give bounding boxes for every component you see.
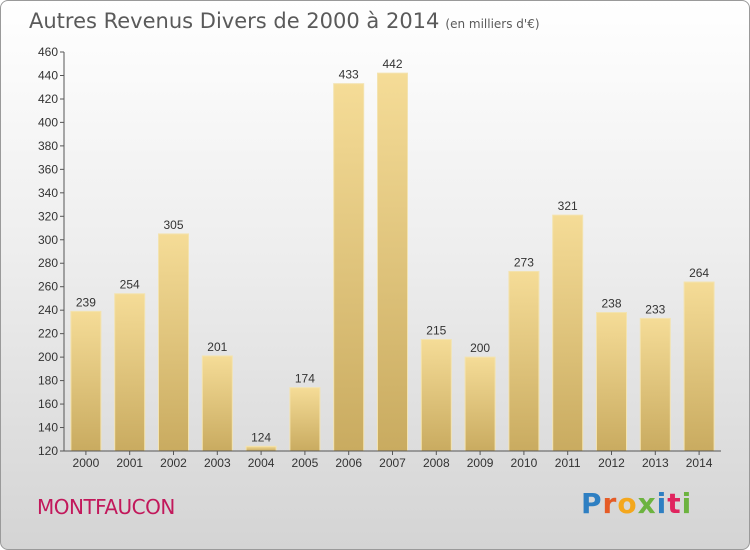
y-axis: 120 140 160 180 200 220 240 260 280 300 320 340 360 3… [38,45,65,458]
data-label-2010: 273 [514,255,534,269]
data-label-2011: 321 [558,199,578,213]
y-tick-label: 220 [38,327,58,341]
data-label-2008: 215 [426,324,446,338]
data-label-2004: 124 [251,430,271,444]
proxiti-logo: Proxiti [581,487,692,520]
x-tick-label-2000: 2000 [73,456,100,470]
x-tick-label-2008: 2008 [423,456,450,470]
data-label-2003: 201 [207,340,227,354]
data-label-2001: 254 [120,278,140,292]
logo-letter: o [617,487,638,520]
x-tick-label-2012: 2012 [598,456,625,470]
y-tick-label: 240 [38,303,58,317]
bar-2004 [245,445,277,452]
y-tick-label: 140 [38,421,58,435]
x-tick-label-2007: 2007 [379,456,406,470]
bar-2009 [464,356,496,452]
data-label-2002: 305 [163,218,183,232]
x-tick-label-2001: 2001 [116,456,143,470]
bar-2007 [377,72,408,452]
bar-2014 [683,281,715,452]
bar-2010 [508,270,540,452]
y-tick-label: 200 [38,350,58,364]
y-tick-label: 440 [38,68,58,82]
y-tick-label: 300 [38,233,58,247]
x-tick-label-2005: 2005 [292,456,319,470]
data-label-2006: 433 [339,68,359,82]
x-tick-label-2009: 2009 [467,456,494,470]
logo-letter: i [656,487,668,520]
bar-2005 [289,387,321,452]
y-tick-label: 280 [38,256,58,270]
y-tick-label: 460 [38,45,58,59]
x-tick-label-2011: 2011 [555,456,581,470]
title-unit: (en milliers d'€) [445,17,540,31]
y-tick-label: 400 [38,115,58,129]
data-label-2012: 238 [601,297,621,311]
logo-letter: x [637,487,657,520]
chart-title: Autres Revenus Divers de 2000 à 2014 (en … [29,9,540,33]
bar-2002 [158,233,189,452]
x-tick-label-2010: 2010 [511,456,538,470]
data-label-2014: 264 [689,266,709,280]
data-label-2000: 239 [76,295,96,309]
y-tick-label: 380 [38,139,58,153]
y-tick-label: 360 [38,162,58,176]
y-tick-label: 340 [38,186,58,200]
bar-2013 [639,317,671,452]
title-text: Autres Revenus Divers de 2000 à 2014 [29,9,440,33]
data-label-2009: 200 [470,341,490,355]
y-tick-label: 420 [38,92,58,106]
bar-2012 [596,312,627,452]
bar-2001 [114,293,146,452]
bar-2008 [420,339,452,452]
logo-letter: r [602,487,618,520]
logo-letter: t [667,487,682,520]
logo-letter: i [681,487,693,520]
x-axis: 2000 2001 2002 2003 2004 2005 2006 2007 2008 2009… [64,450,721,470]
bar-2011 [552,214,584,452]
y-tick-label: 260 [38,280,58,294]
bar-2000 [70,310,102,452]
y-tick-label: 180 [38,374,58,388]
bar-2006 [333,83,365,452]
x-tick-label-2003: 2003 [204,456,231,470]
x-tick-label-2014: 2014 [686,456,713,470]
x-tick-label-2006: 2006 [335,456,362,470]
x-tick-label-2013: 2013 [642,456,669,470]
x-tick-label-2002: 2002 [160,456,187,470]
y-tick-label: 320 [38,209,58,223]
place-name: MONTFAUCON [37,495,175,519]
data-label-2005: 174 [295,372,315,386]
logo-letter: P [581,487,603,520]
y-tick-label: 120 [38,444,58,458]
x-tick-label-2004: 2004 [248,456,275,470]
data-label-2007: 442 [382,57,402,71]
bar-2003 [201,355,233,452]
y-tick-label: 160 [38,397,58,411]
data-label-2013: 233 [645,302,665,316]
bars-group: 239 254 305 201 124 174 433 442 215 200 273 321 238 2… [70,57,715,452]
